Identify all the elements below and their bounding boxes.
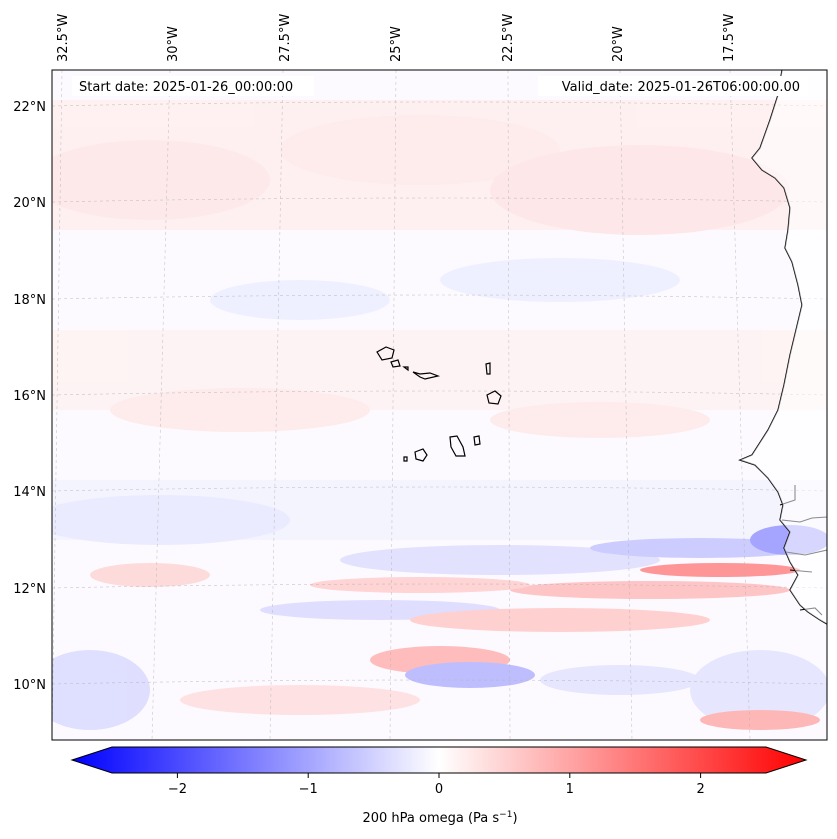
colorbar-body	[70, 746, 808, 774]
colorbar-tick-label: 1	[566, 782, 574, 797]
island-santiago	[449, 435, 466, 457]
start-date-label: Start date: 2025-01-26_00:00:00	[79, 80, 293, 95]
map-frame	[51, 69, 828, 741]
lat-label: 14°N	[13, 485, 46, 500]
island-sal	[485, 362, 491, 375]
lat-label: 16°N	[13, 389, 46, 404]
colorbar-tick-label: 2	[696, 782, 704, 797]
lat-label: 10°N	[13, 678, 46, 693]
lat-label: 20°N	[13, 196, 46, 211]
valid-date-box	[538, 76, 808, 96]
lon-label: 17.5°W	[722, 14, 737, 62]
lon-label: 30°W	[166, 26, 181, 62]
colorbar-tick-label: −1	[299, 782, 318, 797]
valid-date-label: Valid_date: 2025-01-26T06:00:00.00	[562, 80, 800, 95]
island-sao-vicente	[390, 359, 401, 368]
colorbar: −2 −1 0 1 2 200 hPa omega (Pa s−1)	[70, 746, 808, 826]
colorbar-label: 200 hPa omega (Pa s−1)	[362, 810, 517, 826]
lon-label: 27.5°W	[278, 14, 293, 62]
island-santa-luzia	[402, 366, 409, 372]
colorbar-ticks: −2 −1 0 1 2	[168, 773, 705, 797]
omega-field	[52, 100, 827, 730]
island-brava	[403, 456, 408, 462]
island-maio	[473, 435, 481, 446]
lat-label: 18°N	[13, 293, 46, 308]
gridlines	[52, 70, 827, 740]
colorbar-tick-label: 0	[435, 782, 443, 797]
lon-label: 25°W	[389, 26, 404, 62]
lon-label: 32.5°W	[56, 14, 71, 62]
island-boa-vista	[486, 390, 502, 405]
island-santo-antao	[376, 346, 395, 361]
africa-land-east	[740, 70, 827, 624]
start-date-box	[72, 76, 314, 96]
colorbar-tick-label: −2	[168, 782, 187, 797]
lon-label: 22.5°W	[501, 14, 516, 62]
colorbar-label-sup: −1	[499, 810, 512, 820]
cape-verde-islands	[376, 346, 502, 462]
latitude-labels: 22°N 20°N 18°N 16°N 14°N 12°N 10°N	[13, 100, 46, 693]
island-sao-nicolau	[412, 371, 441, 380]
lat-label: 22°N	[13, 100, 46, 115]
map-area	[52, 70, 827, 740]
lon-label: 20°W	[611, 26, 626, 62]
island-fogo	[414, 448, 428, 462]
longitude-labels: 32.5°W 30°W 27.5°W 25°W 22.5°W 20°W 17.5…	[56, 14, 737, 62]
lat-label: 12°N	[13, 582, 46, 597]
